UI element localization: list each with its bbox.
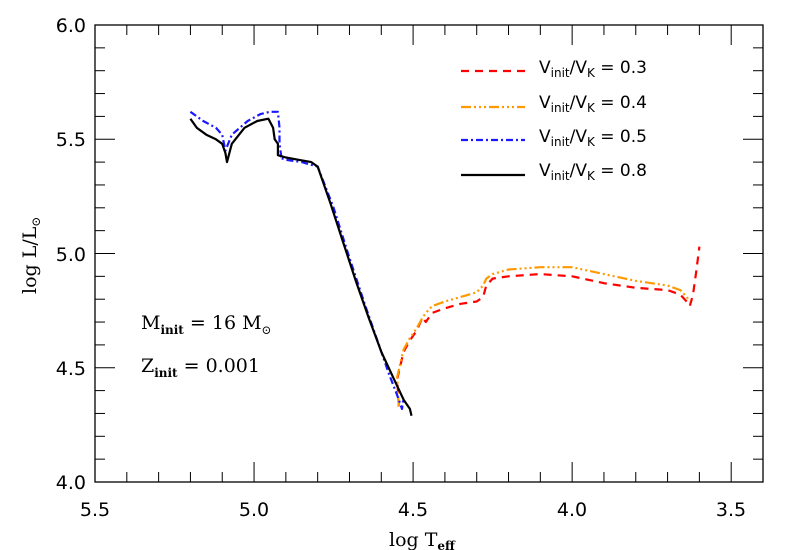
track-0.4 (396, 266, 691, 407)
y-tick-label: 5.5 (56, 129, 86, 151)
y-axis-label: log L/L⊙ (19, 217, 43, 294)
x-tick-label: 4.0 (557, 499, 587, 521)
axis-ticks (94, 24, 764, 483)
x-tick-label: 5.5 (80, 499, 110, 521)
y-tick-label: 6.0 (56, 15, 86, 37)
mass-annotation: Minit = 16 M⊙ (141, 312, 272, 337)
plot-frame (94, 24, 764, 483)
evolutionary-tracks (189, 110, 701, 416)
legend-label: Vinit/VK = 0.4 (539, 93, 647, 115)
legend-label: Vinit/VK = 0.5 (539, 127, 647, 149)
x-axis-label: log Teff (389, 529, 456, 550)
x-tick-label: 4.5 (398, 499, 428, 521)
legend-label: Vinit/VK = 0.8 (539, 161, 647, 183)
track-0.8 (189, 117, 413, 416)
metallicity-annotation: Zinit = 0.001 (141, 355, 260, 380)
x-tick-label: 5.0 (239, 499, 269, 521)
legend: Vinit/VK = 0.3 Vinit/VK = 0.4 Vinit/VK =… (461, 58, 647, 183)
y-tick-label: 5.0 (56, 244, 86, 266)
y-tick-label: 4.5 (56, 358, 86, 380)
legend-label: Vinit/VK = 0.3 (539, 58, 647, 80)
x-tick-label: 3.5 (716, 499, 746, 521)
track-0.3 (396, 246, 701, 407)
y-tick-label: 4.0 (56, 472, 86, 494)
